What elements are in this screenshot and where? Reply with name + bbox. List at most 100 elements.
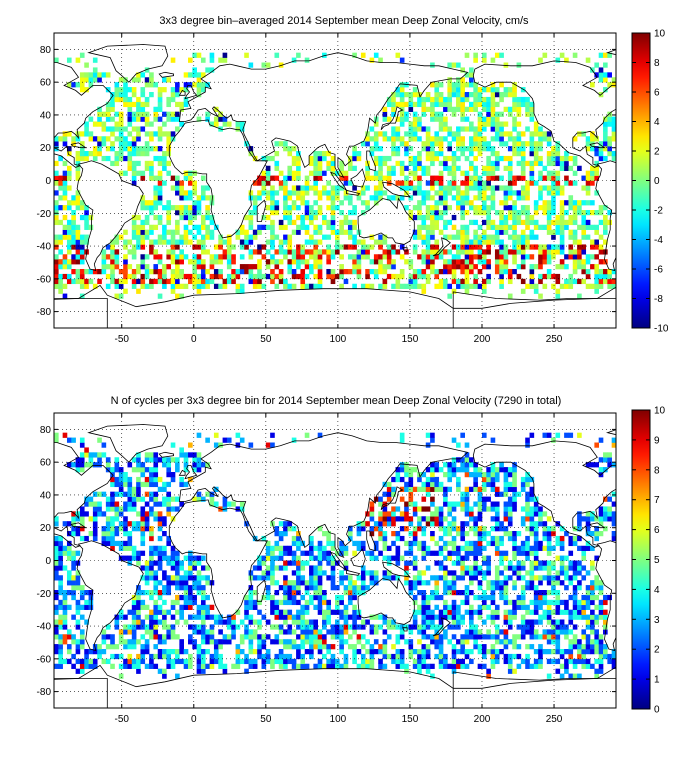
bin-cell xyxy=(425,614,431,620)
bin-cell xyxy=(136,269,141,275)
bin-cell xyxy=(58,264,63,270)
bin-cell xyxy=(469,82,474,88)
bin-cell xyxy=(54,219,59,226)
bin-cell xyxy=(469,249,474,255)
bin-cell xyxy=(594,526,599,532)
bin-cell xyxy=(244,609,249,615)
bin-cell xyxy=(525,210,530,216)
bin-cell xyxy=(144,663,150,669)
bin-cell xyxy=(356,190,362,196)
bin-cell xyxy=(434,575,440,581)
bin-cell xyxy=(248,604,254,610)
bin-cell xyxy=(542,629,548,635)
bin-cell xyxy=(131,663,137,669)
bin-cell xyxy=(283,560,288,566)
bin-cell xyxy=(603,136,608,142)
bin-cell xyxy=(257,575,262,581)
bin-cell xyxy=(473,155,478,162)
bin-cell xyxy=(71,229,76,235)
bin-cell xyxy=(265,175,271,181)
bin-cell xyxy=(270,210,275,216)
bin-cell xyxy=(88,501,94,507)
bin-cell xyxy=(447,540,453,547)
bin-cell xyxy=(278,599,284,606)
bin-cell xyxy=(118,141,124,147)
bin-cell xyxy=(192,283,197,289)
bin-cell xyxy=(473,92,478,98)
bin-cell xyxy=(572,594,578,601)
bin-cell xyxy=(79,72,85,78)
bin-cell xyxy=(434,151,440,157)
bin-cell xyxy=(101,531,107,537)
bin-cell xyxy=(213,658,219,665)
bin-cell xyxy=(542,594,548,601)
bin-cell xyxy=(278,141,284,147)
bin-cell xyxy=(136,560,141,566)
bin-cell xyxy=(590,200,595,206)
bin-cell xyxy=(149,570,154,576)
bin-cell xyxy=(412,205,418,211)
bin-cell xyxy=(421,653,427,660)
bin-cell xyxy=(555,658,561,665)
bin-cell xyxy=(123,229,128,235)
bin-cell xyxy=(62,283,68,289)
bin-cell xyxy=(188,624,193,630)
bin-cell xyxy=(252,210,258,216)
bin-cell xyxy=(382,531,388,537)
bin-cell xyxy=(603,239,608,245)
bin-cell xyxy=(162,545,167,551)
bin-cell xyxy=(481,52,487,58)
bin-cell xyxy=(434,155,440,162)
bin-cell xyxy=(538,205,543,211)
bin-cell xyxy=(114,540,120,547)
bin-cell xyxy=(520,565,526,571)
bin-cell xyxy=(529,254,535,260)
bin-cell xyxy=(438,278,444,285)
bin-cell xyxy=(503,555,509,561)
bin-cell xyxy=(330,210,336,216)
bin-cell xyxy=(490,535,496,542)
bin-cell xyxy=(568,200,574,206)
bin-cell xyxy=(477,535,483,542)
bin-cell xyxy=(460,259,465,265)
bin-cell xyxy=(170,205,176,211)
bin-cell xyxy=(382,540,388,547)
bin-cell xyxy=(75,224,81,230)
bin-cell xyxy=(542,254,548,260)
bin-cell xyxy=(114,531,120,537)
bin-cell xyxy=(114,254,120,260)
bin-cell xyxy=(162,224,167,230)
bin-cell xyxy=(270,594,275,601)
bin-cell xyxy=(200,249,206,255)
bin-cell xyxy=(499,52,504,58)
bin-cell xyxy=(434,516,440,522)
bin-cell xyxy=(486,141,491,147)
bin-cell xyxy=(594,160,599,167)
bin-cell xyxy=(274,234,280,240)
bin-cell xyxy=(386,170,392,176)
bin-cell xyxy=(326,658,331,665)
bin-cell xyxy=(356,649,362,655)
bin-cell xyxy=(356,663,362,669)
bin-cell xyxy=(460,244,465,250)
bin-cell xyxy=(559,599,565,606)
bin-cell xyxy=(546,200,552,206)
bin-cell xyxy=(412,175,418,181)
bin-cell xyxy=(313,634,318,640)
bin-cell xyxy=(503,131,509,137)
bin-cell xyxy=(520,619,526,625)
bin-cell xyxy=(170,92,176,98)
bin-cell xyxy=(326,619,331,625)
bin-cell xyxy=(140,170,146,176)
bin-cell xyxy=(347,234,353,240)
bin-cell xyxy=(451,62,457,68)
bin-cell xyxy=(590,224,595,230)
bin-cell xyxy=(464,649,470,655)
bin-cell xyxy=(499,535,504,542)
bin-cell xyxy=(486,531,491,537)
bin-cell xyxy=(140,224,146,230)
coastline xyxy=(382,181,411,198)
bin-cell xyxy=(140,229,146,235)
bin-cell xyxy=(162,180,167,186)
bin-cell xyxy=(144,570,150,576)
